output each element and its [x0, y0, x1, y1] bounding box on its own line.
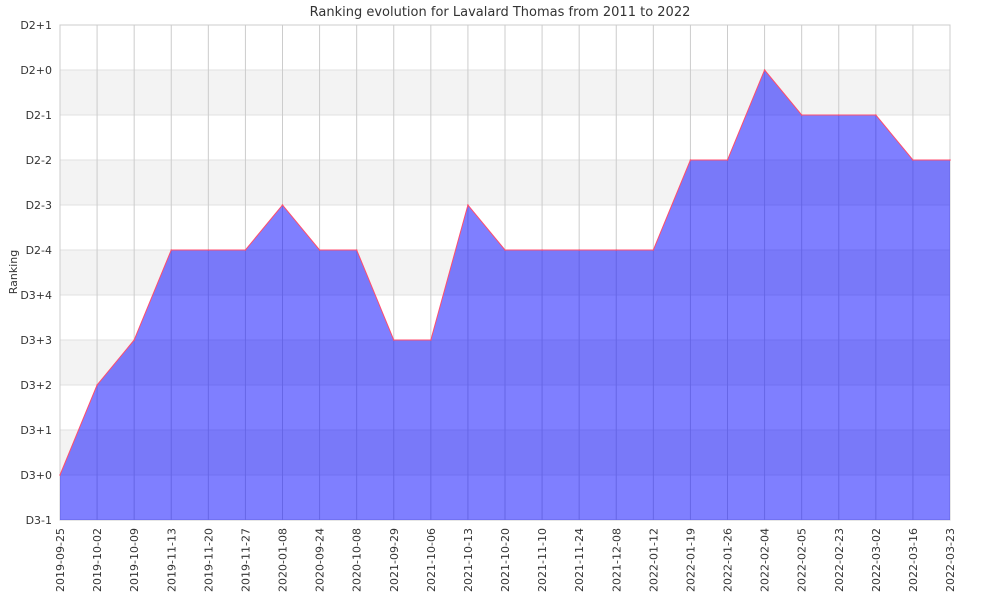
ranking-area	[60, 70, 950, 520]
data-point	[615, 249, 618, 251]
x-tick-label: 2021-12-08	[610, 528, 623, 592]
x-tick-label: 2022-02-23	[833, 528, 846, 592]
data-point	[207, 249, 210, 251]
x-tick-label: 2021-10-06	[425, 528, 438, 592]
data-point	[430, 339, 432, 341]
x-tick-label: 2020-09-24	[314, 528, 327, 592]
chart-title: Ranking evolution for Lavalard Thomas fr…	[310, 5, 691, 20]
data-point	[467, 204, 469, 206]
data-point	[504, 249, 506, 251]
data-point	[800, 114, 803, 116]
data-point	[318, 249, 321, 251]
x-tick-label: 2019-10-09	[128, 528, 141, 592]
y-tick-label: D2+1	[20, 19, 52, 32]
x-tick-label: 2022-01-26	[722, 528, 735, 592]
data-point	[244, 249, 247, 251]
data-point	[578, 249, 580, 251]
y-tick-label: D2-2	[26, 154, 52, 167]
x-tick-label: 2020-01-08	[277, 528, 290, 592]
x-tick-label: 2020-10-08	[351, 528, 364, 592]
x-tick-label: 2021-10-20	[499, 528, 512, 592]
y-tick-label: D2-1	[26, 109, 52, 122]
data-point	[281, 204, 284, 206]
data-point	[652, 249, 655, 251]
data-point	[763, 69, 766, 71]
x-tick-label: 2019-10-02	[91, 528, 104, 592]
y-tick-label: D3+4	[20, 289, 52, 302]
data-point	[837, 114, 840, 116]
data-point	[96, 384, 98, 386]
y-tick-label: D3+1	[20, 424, 52, 437]
x-tick-label: 2022-03-16	[907, 528, 920, 592]
x-tick-label: 2019-09-25	[54, 528, 67, 592]
y-tick-label: D3+0	[20, 469, 52, 482]
y-tick-label: D3+2	[20, 379, 52, 392]
y-tick-label: D2+0	[20, 64, 52, 77]
x-tick-label: 2022-01-12	[647, 528, 660, 592]
data-point	[355, 249, 358, 251]
y-tick-label: D3-1	[26, 514, 52, 527]
x-tick-label: 2022-03-23	[944, 528, 957, 592]
y-tick-label: D3+3	[20, 334, 52, 347]
x-tick-label: 2021-11-24	[573, 528, 586, 592]
data-point	[726, 159, 729, 161]
x-tick-label: 2019-11-27	[239, 528, 252, 592]
data-point	[170, 249, 173, 251]
data-point	[949, 159, 951, 161]
y-tick-label: D2-4	[26, 244, 52, 257]
x-tick-label: 2022-03-02	[870, 528, 883, 592]
data-point	[59, 474, 61, 476]
y-axis-label: Ranking	[7, 250, 20, 295]
x-tick-label: 2022-01-19	[684, 528, 697, 592]
x-tick-label: 2021-10-13	[462, 528, 475, 592]
y-tick-label: D2-3	[26, 199, 52, 212]
x-tick-label: 2021-11-10	[536, 528, 549, 592]
x-tick-label: 2019-11-13	[165, 528, 178, 592]
data-point	[912, 159, 914, 161]
x-tick-label: 2022-02-05	[796, 528, 809, 592]
data-point	[392, 339, 395, 341]
x-tick-label: 2021-09-29	[388, 528, 401, 592]
data-point	[689, 159, 692, 161]
data-point	[133, 339, 135, 341]
x-tick-label: 2022-02-04	[759, 528, 772, 592]
data-point	[875, 114, 877, 116]
data-point	[541, 249, 543, 251]
x-tick-label: 2019-11-20	[202, 528, 215, 592]
